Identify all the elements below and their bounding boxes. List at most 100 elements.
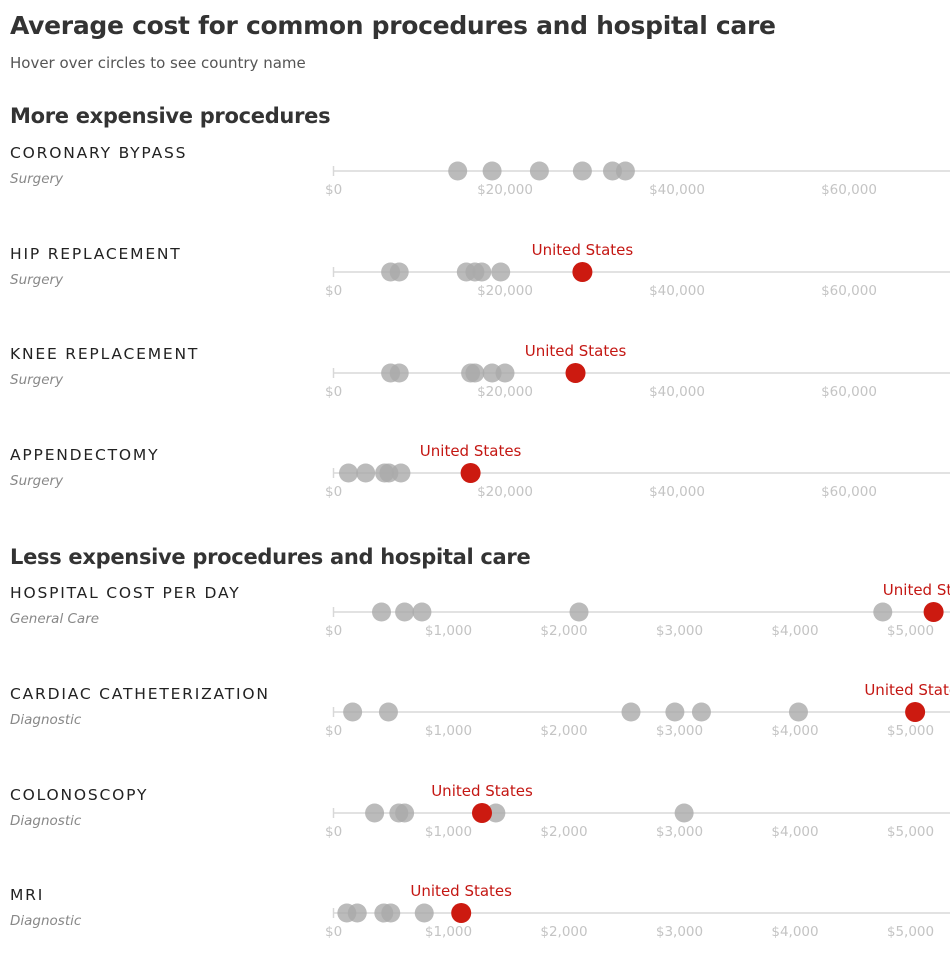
country-dot xyxy=(465,363,485,383)
tick-label: $1,000 xyxy=(425,924,472,940)
tick-label: $2,000 xyxy=(540,723,587,739)
us-label: United States xyxy=(883,581,950,599)
country-dot xyxy=(472,262,492,282)
tick-label: $0 xyxy=(325,824,342,840)
tick-label: $1,000 xyxy=(425,723,472,739)
country-dot xyxy=(873,602,893,622)
country-dot xyxy=(347,903,367,923)
tick-label: $4,000 xyxy=(771,723,818,739)
us-label: United States xyxy=(532,241,634,259)
tick-label: $5,000 xyxy=(887,924,934,940)
tick-label: $5,000 xyxy=(887,723,934,739)
us-label: United States xyxy=(525,342,627,360)
tick-label: $40,000 xyxy=(649,384,705,400)
country-dot xyxy=(495,363,515,383)
tick-label: $0 xyxy=(325,623,342,639)
country-dot xyxy=(482,161,502,181)
country-dot xyxy=(615,161,635,181)
country-dot xyxy=(414,903,434,923)
tick-label: $2,000 xyxy=(540,824,587,840)
tick-label: $20,000 xyxy=(477,484,533,500)
row-category: Surgery xyxy=(10,372,64,388)
country-dot xyxy=(572,161,592,181)
us-label: United States xyxy=(420,442,522,460)
us-label: United States xyxy=(410,882,512,900)
tick-label: $0 xyxy=(325,283,342,299)
tick-label: $0 xyxy=(325,484,342,500)
tick-label: $0 xyxy=(325,723,342,739)
country-dot xyxy=(412,602,432,622)
us-dot xyxy=(565,363,586,383)
country-dot xyxy=(621,702,641,722)
tick-label: $0 xyxy=(325,384,342,400)
tick-label: $60,000 xyxy=(821,182,877,198)
row-title: MRI xyxy=(10,886,45,904)
tick-label: $60,000 xyxy=(821,384,877,400)
country-dot xyxy=(448,161,468,181)
tick-label: $40,000 xyxy=(649,484,705,500)
row-category: Diagnostic xyxy=(10,913,82,929)
country-dot xyxy=(395,602,415,622)
row-title: APPENDECTOMY xyxy=(10,446,160,464)
tick-label: $3,000 xyxy=(656,924,703,940)
tick-label: $20,000 xyxy=(477,283,533,299)
country-dot xyxy=(674,803,694,823)
country-dot xyxy=(395,803,415,823)
country-dot xyxy=(378,702,398,722)
tick-label: $60,000 xyxy=(821,283,877,299)
country-dot xyxy=(665,702,685,722)
row-category: Surgery xyxy=(10,473,64,489)
row-title: CARDIAC CATHETERIZATION xyxy=(10,685,270,703)
row-title: CORONARY BYPASS xyxy=(10,144,188,162)
country-dot xyxy=(486,803,506,823)
tick-label: $20,000 xyxy=(477,384,533,400)
row-category: Diagnostic xyxy=(10,712,82,728)
country-dot xyxy=(491,262,511,282)
tick-label: $4,000 xyxy=(771,824,818,840)
country-dot xyxy=(338,463,358,483)
country-dot xyxy=(343,702,363,722)
country-dot xyxy=(529,161,549,181)
us-dot xyxy=(572,262,593,282)
country-dot xyxy=(356,463,376,483)
country-dot xyxy=(365,803,385,823)
us-dot xyxy=(471,803,492,823)
us-dot xyxy=(905,702,926,722)
tick-label: $5,000 xyxy=(887,824,934,840)
page-subtitle: Hover over circles to see country name xyxy=(10,54,306,72)
tick-label: $60,000 xyxy=(821,484,877,500)
country-dot xyxy=(788,702,808,722)
country-dot xyxy=(381,903,401,923)
tick-label: $40,000 xyxy=(649,283,705,299)
row-title: HIP REPLACEMENT xyxy=(10,245,182,263)
tick-label: $2,000 xyxy=(540,924,587,940)
section-heading-less-expensive: Less expensive procedures and hospital c… xyxy=(10,545,531,569)
us-dot xyxy=(923,602,944,622)
row-category: General Care xyxy=(10,611,100,627)
tick-label: $3,000 xyxy=(656,824,703,840)
tick-label: $40,000 xyxy=(649,182,705,198)
row-category: Surgery xyxy=(10,171,64,187)
country-dot xyxy=(691,702,711,722)
row-category: Diagnostic xyxy=(10,813,82,829)
section-heading-expensive: More expensive procedures xyxy=(10,104,331,128)
row-title: COLONOSCOPY xyxy=(10,786,149,804)
us-dot xyxy=(451,903,472,923)
tick-label: $4,000 xyxy=(771,623,818,639)
country-dot xyxy=(569,602,589,622)
country-dot xyxy=(372,602,392,622)
us-dot xyxy=(460,463,481,483)
tick-label: $3,000 xyxy=(656,723,703,739)
tick-label: $0 xyxy=(325,182,342,198)
country-dot xyxy=(389,262,409,282)
row-title: HOSPITAL COST PER DAY xyxy=(10,584,241,602)
page-title: Average cost for common procedures and h… xyxy=(10,11,776,40)
tick-label: $2,000 xyxy=(540,623,587,639)
row-title: KNEE REPLACEMENT xyxy=(10,345,200,363)
row-category: Surgery xyxy=(10,272,64,288)
tick-label: $3,000 xyxy=(656,623,703,639)
country-dot xyxy=(389,363,409,383)
country-dot xyxy=(391,463,411,483)
tick-label: $5,000 xyxy=(887,623,934,639)
